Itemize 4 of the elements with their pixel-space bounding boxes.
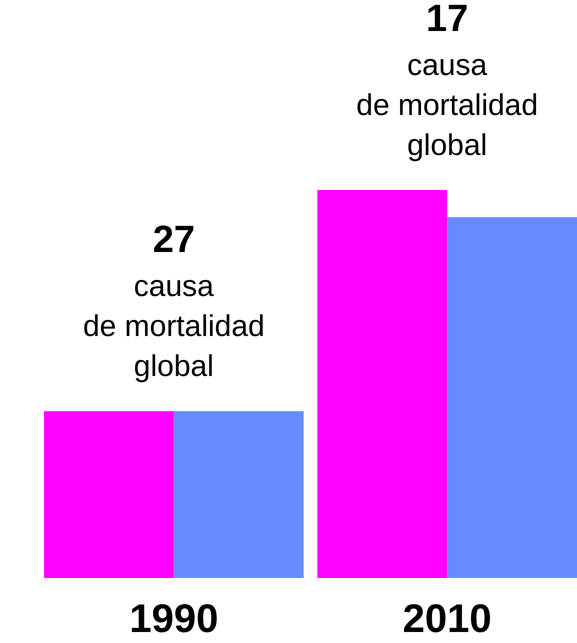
text: 17 causa de mortalidad global	[356, 0, 538, 162]
x-tick-label: 2010	[402, 597, 492, 641]
x-tick-label: 1990	[129, 597, 218, 641]
annotation: 27 causa de mortalidad global	[82, 219, 265, 384]
